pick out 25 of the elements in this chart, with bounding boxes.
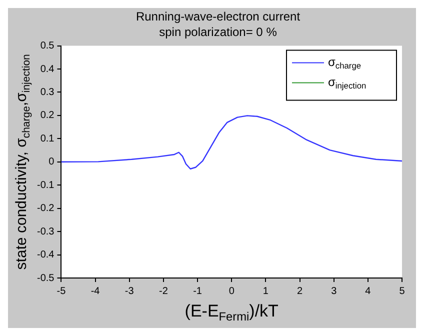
- y-tick-label: 0: [48, 156, 55, 168]
- y-axis-title: state conductivity, σcharge,σinjection: [13, 54, 32, 270]
- x-tick-label: 2: [296, 286, 303, 297]
- x-tick-label: 5: [399, 286, 406, 297]
- x-tick-label: 4: [365, 286, 372, 297]
- y-tick-label: -0.1: [36, 180, 55, 191]
- x-tick-label: 0: [228, 286, 235, 297]
- x-tick-label: -4: [90, 286, 100, 297]
- x-tick-label: -5: [56, 286, 66, 297]
- y-tick-label: -0.3: [36, 226, 55, 238]
- y-tick-label: 0.2: [40, 110, 55, 122]
- x-tick-label: 1: [262, 286, 269, 297]
- y-tick-label: -0.5: [36, 272, 55, 284]
- y-tick-label: 0.4: [40, 64, 55, 75]
- y-tick-label: 0.3: [40, 86, 55, 98]
- chart-subtitle: spin polarization= 0 %: [159, 24, 278, 39]
- chart-title: Running-wave-electron current: [136, 10, 301, 24]
- x-tick-label: -2: [159, 286, 168, 297]
- x-tick-label: 3: [331, 286, 338, 297]
- y-tick-label: 0.5: [40, 40, 55, 52]
- y-tick-label: -0.2: [36, 203, 55, 214]
- y-tick-label: -0.4: [36, 250, 55, 261]
- x-tick-label: -3: [124, 286, 134, 297]
- x-tick-label: -1: [193, 286, 202, 297]
- y-tick-label: 0.1: [40, 133, 55, 144]
